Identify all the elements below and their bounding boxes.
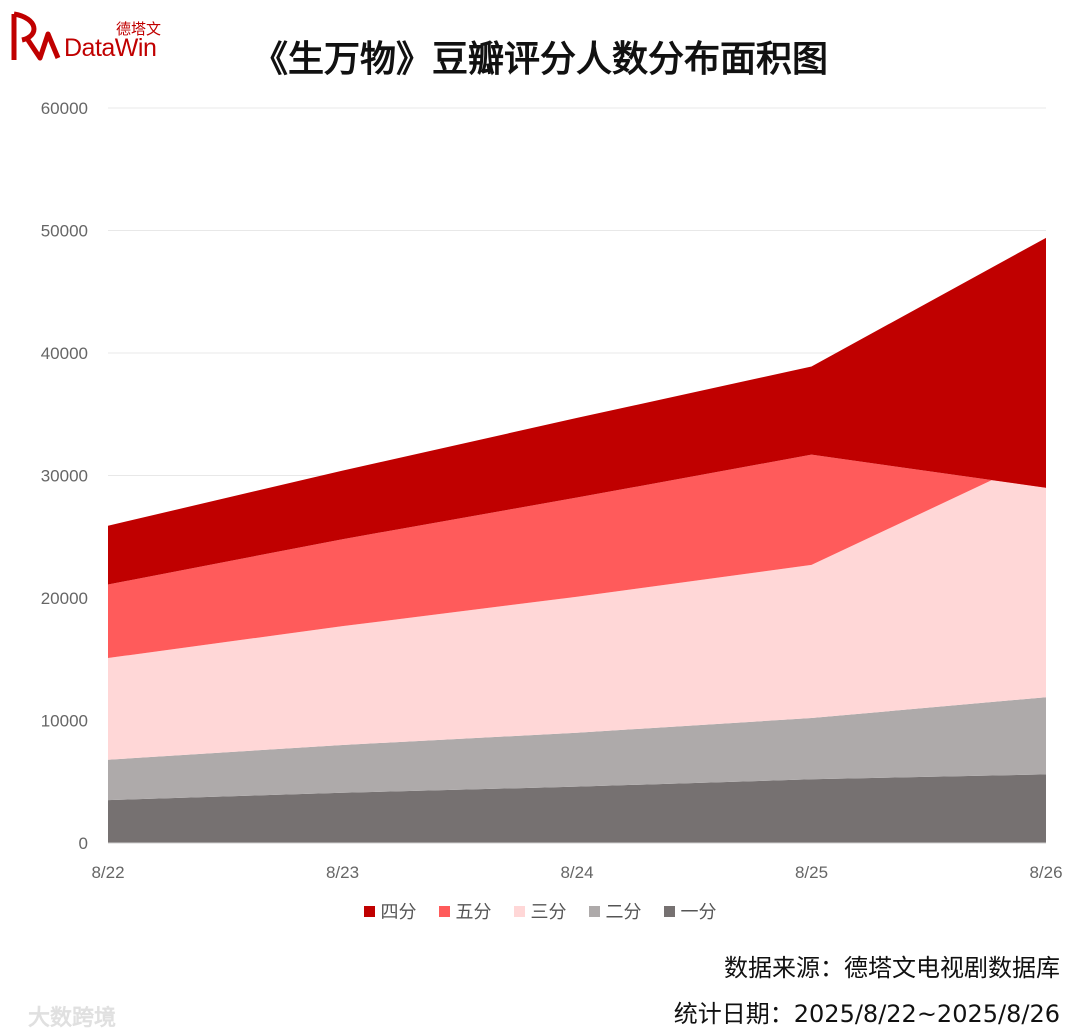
datawin-logo xyxy=(8,10,168,70)
legend-swatch xyxy=(663,905,675,917)
y-tick-label: 0 xyxy=(79,834,88,853)
x-tick-label: 8/26 xyxy=(1029,863,1062,882)
legend-label: 二分 xyxy=(605,902,642,923)
legend-item: 二分 xyxy=(588,898,642,924)
watermark: 大数跨境 xyxy=(28,1006,117,1031)
legend-label: 一分 xyxy=(680,902,717,923)
legend-swatch xyxy=(588,905,600,917)
legend-item: 四分 xyxy=(363,898,417,924)
logo-cn-text: 德塔文 xyxy=(116,20,162,38)
y-tick-label: 50000 xyxy=(41,222,88,241)
y-tick-label: 30000 xyxy=(41,467,88,486)
legend-swatch xyxy=(438,905,450,917)
legend-item: 三分 xyxy=(513,898,567,924)
x-tick-label: 8/25 xyxy=(795,863,828,882)
chart-legend: 四分 五分 三分 二分 一分 xyxy=(0,898,1080,924)
legend-swatch xyxy=(363,905,375,917)
area-series-一分 xyxy=(108,774,1046,843)
y-tick-label: 60000 xyxy=(41,99,88,118)
legend-label: 五分 xyxy=(455,902,492,923)
area-series-四分 xyxy=(108,237,1046,585)
y-tick-label: 40000 xyxy=(41,344,88,363)
chart-title: 《生万物》豆瓣评分人数分布面积图 xyxy=(251,39,828,80)
chart-area: 0 10000 20000 30000 40000 50000 60000 8/22 8/23 8… xyxy=(0,90,1080,890)
y-tick-label: 10000 xyxy=(41,712,88,731)
area-series-五分 xyxy=(108,454,1046,659)
legend-label: 四分 xyxy=(380,902,417,923)
data-source-note: 数据来源：德塔文电视剧数据库 xyxy=(724,954,1060,982)
legend-item: 一分 xyxy=(663,898,717,924)
y-tick-label: 20000 xyxy=(41,589,88,608)
legend-swatch xyxy=(513,905,525,917)
legend-label: 三分 xyxy=(530,902,567,923)
area-series-三分 xyxy=(108,454,1046,760)
date-range-note: 统计日期：2025/8/22~2025/8/26 xyxy=(673,1000,1060,1028)
datawin-logo-mark-icon xyxy=(11,11,61,61)
logo-en-text: DataWin xyxy=(64,34,157,62)
x-tick-label: 8/22 xyxy=(91,863,124,882)
x-tick-label: 8/23 xyxy=(326,863,359,882)
area-series-二分 xyxy=(108,697,1046,801)
x-tick-label: 8/24 xyxy=(560,863,593,882)
stacked-area-chart: 0 10000 20000 30000 40000 50000 60000 8/22 8/23 8… xyxy=(41,99,1063,882)
legend-item: 五分 xyxy=(438,898,492,924)
